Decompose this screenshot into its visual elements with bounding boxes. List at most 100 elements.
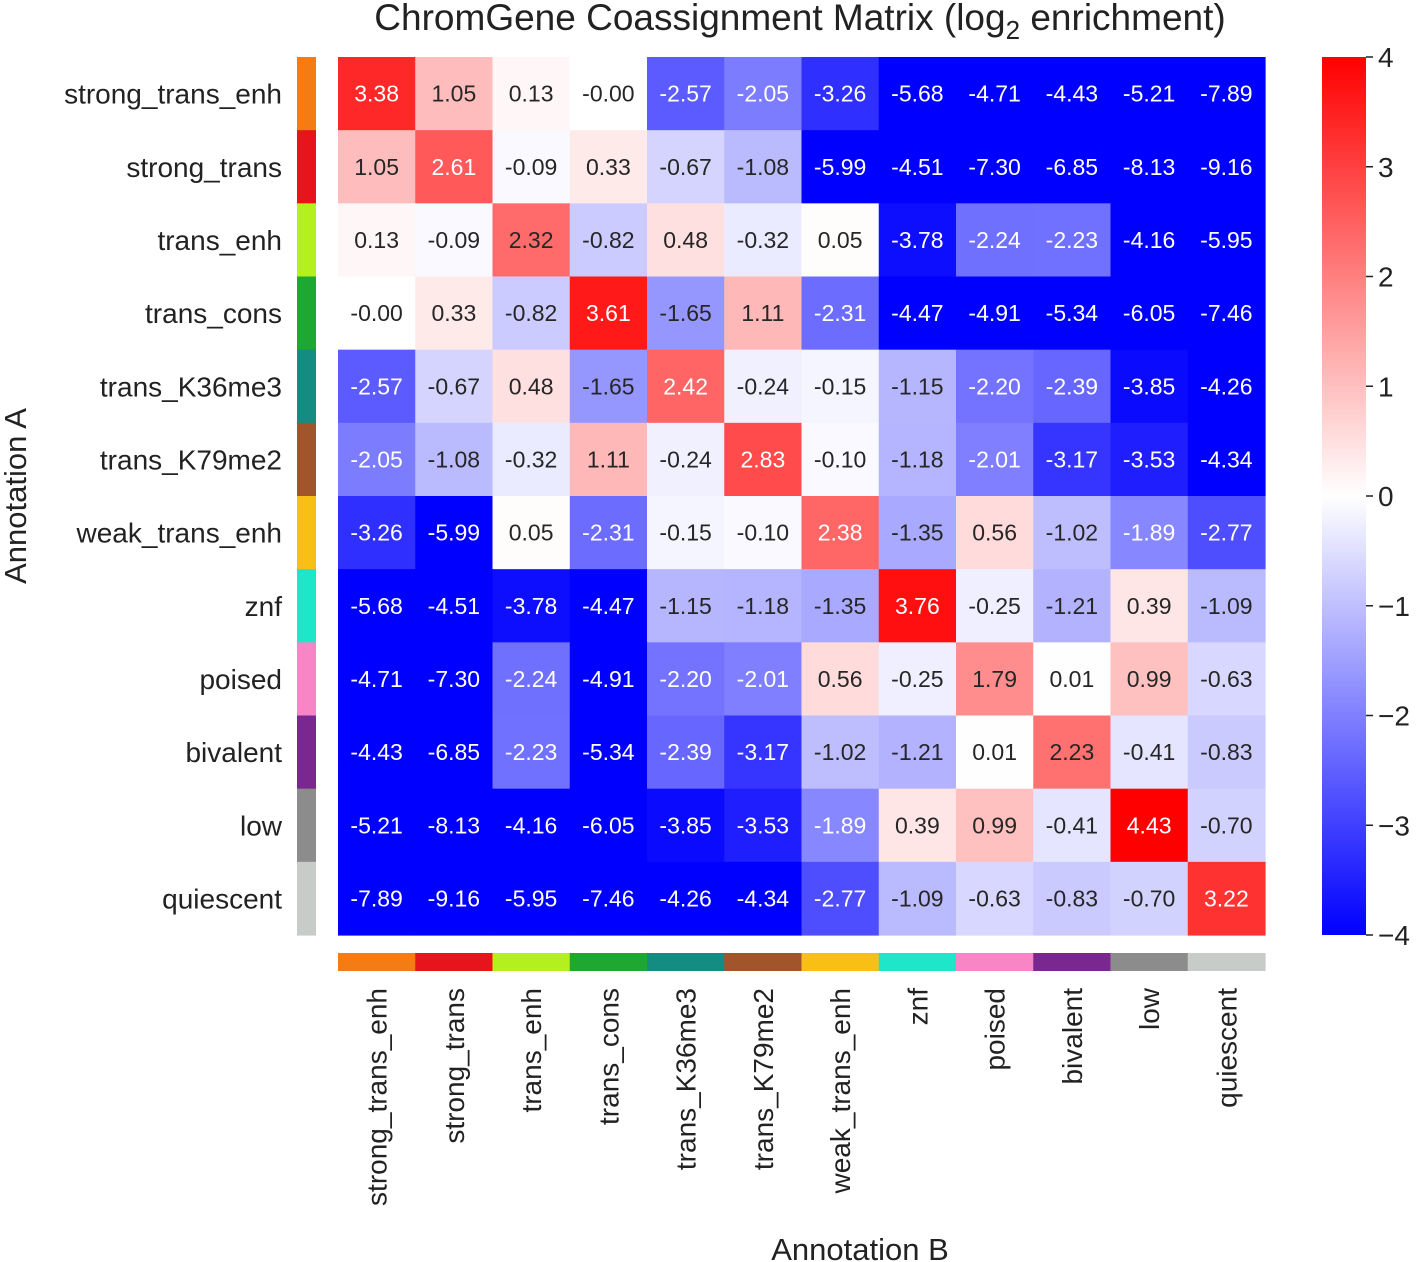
heatmap-cell xyxy=(569,715,648,790)
cell-value-label: -3.85 xyxy=(659,812,711,838)
cell-value-label: -8.13 xyxy=(1123,154,1175,180)
heatmap-cell xyxy=(956,642,1034,717)
colorbar-tick-label: 4 xyxy=(1378,42,1394,73)
cell-value-label: -2.24 xyxy=(505,666,558,692)
row-label: weak_trans_enh xyxy=(76,518,282,549)
cell-value-label: -0.41 xyxy=(1123,739,1175,765)
cell-value-label: -4.51 xyxy=(428,593,480,619)
column-annotation-swatch xyxy=(647,953,725,971)
cell-value-label: -2.24 xyxy=(968,227,1021,253)
cell-value-label: -2.57 xyxy=(350,373,402,399)
cell-value-label: 2.23 xyxy=(1049,739,1094,765)
cell-value-label: -5.95 xyxy=(1200,227,1252,253)
heatmap-cell xyxy=(1110,788,1189,863)
column-label: bivalent xyxy=(1057,988,1088,1085)
cell-value-label: 0.99 xyxy=(972,812,1017,838)
cell-value-label: 0.33 xyxy=(586,154,631,180)
cell-value-label: -2.23 xyxy=(505,739,557,765)
cell-value-label: 2.38 xyxy=(818,520,863,546)
cell-value-label: 3.38 xyxy=(354,81,399,107)
cell-value-label: -2.05 xyxy=(350,446,402,472)
heatmap-cell xyxy=(956,130,1034,204)
row-annotation-swatch xyxy=(297,788,316,863)
row-annotation-swatch xyxy=(297,276,316,351)
heatmap-cell xyxy=(492,203,571,278)
heatmap-cell xyxy=(338,57,416,131)
heatmap-cell xyxy=(1110,422,1189,497)
cell-value-label: -1.15 xyxy=(891,373,943,399)
heatmap-cell xyxy=(878,130,957,204)
heatmap-cell xyxy=(338,422,416,497)
cell-value-label: -5.21 xyxy=(1123,81,1175,107)
heatmap-cell xyxy=(801,496,880,570)
cell-value-label: -0.70 xyxy=(1123,885,1175,911)
heatmap-cell xyxy=(1110,496,1189,570)
cell-value-label: -3.17 xyxy=(737,739,789,765)
cell-value-label: -0.15 xyxy=(814,373,866,399)
cell-value-label: -4.43 xyxy=(350,739,402,765)
cell-value-label: -2.20 xyxy=(659,666,711,692)
cell-value-label: 0.48 xyxy=(663,227,708,253)
heatmap-cell xyxy=(801,788,880,863)
heatmap-cell xyxy=(956,569,1034,643)
colorbar-tick-label: −4 xyxy=(1378,920,1410,951)
cell-value-label: -5.99 xyxy=(814,154,866,180)
heatmap-cell xyxy=(569,349,648,424)
cell-value-label: -0.63 xyxy=(1200,666,1252,692)
heatmap-cell xyxy=(492,276,571,351)
column-label: trans_K79me2 xyxy=(748,988,779,1170)
cell-value-label: -1.15 xyxy=(659,593,711,619)
heatmap-cell xyxy=(569,276,648,351)
column-label: quiescent xyxy=(1211,988,1242,1108)
heatmap-cell xyxy=(878,422,957,497)
heatmap-cell xyxy=(492,57,571,131)
cell-value-label: -3.17 xyxy=(1046,446,1098,472)
cell-value-label: -3.26 xyxy=(350,520,402,546)
heatmap-cell xyxy=(724,57,803,131)
heatmap-cell xyxy=(1033,130,1112,204)
column-annotation-swatch xyxy=(1187,953,1266,971)
cell-value-label: -5.68 xyxy=(891,81,943,107)
cell-value-label: -4.16 xyxy=(1123,227,1175,253)
heatmap-cell xyxy=(1110,861,1189,936)
column-annotation-swatch xyxy=(338,953,416,971)
column-labels: strong_trans_enh strong_trans trans_enh tra… xyxy=(362,987,1243,1206)
heatmap-cell xyxy=(724,496,803,570)
cell-value-label: -5.95 xyxy=(505,885,557,911)
chart-title-main: ChromGene Coassignment Matrix (log xyxy=(374,0,1005,38)
colorbar-tick-label: −2 xyxy=(1378,701,1410,732)
cell-value-label: -0.83 xyxy=(1200,739,1252,765)
cell-value-label: 3.22 xyxy=(1204,885,1249,911)
heatmap-cell xyxy=(492,422,571,497)
cell-value-label: -7.30 xyxy=(968,154,1020,180)
heatmap-cell xyxy=(492,861,571,936)
cell-value-label: -0.24 xyxy=(737,373,790,399)
chart-title-suffix: enrichment) xyxy=(1020,0,1226,38)
heatmap-cell xyxy=(878,496,957,570)
heatmap-cell xyxy=(647,715,725,790)
heatmap-cell xyxy=(1110,276,1189,351)
heatmap-cell xyxy=(647,788,725,863)
heatmap-cell xyxy=(1187,569,1266,643)
heatmap-cell xyxy=(569,861,648,936)
cell-value-label: -6.05 xyxy=(1123,300,1175,326)
heatmap-cell xyxy=(801,276,880,351)
heatmap-cell xyxy=(647,496,725,570)
heatmap-cell xyxy=(338,276,416,351)
cell-value-label: -0.10 xyxy=(814,446,866,472)
heatmap-cell xyxy=(415,276,494,351)
row-annotation-swatch xyxy=(297,57,316,131)
heatmap-cell xyxy=(801,569,880,643)
heatmap-cell xyxy=(415,496,494,570)
heatmap-cell xyxy=(1110,203,1189,278)
cell-value-label: 2.83 xyxy=(740,446,785,472)
cell-value-label: -2.77 xyxy=(1200,520,1252,546)
cell-value-label: 0.99 xyxy=(1127,666,1172,692)
heatmap-cell xyxy=(338,788,416,863)
cell-value-label: -9.16 xyxy=(428,885,480,911)
cell-value-label: -6.85 xyxy=(428,739,480,765)
cell-value-label: -4.26 xyxy=(659,885,711,911)
heatmap-cell xyxy=(415,203,494,278)
column-annotation-swatch xyxy=(1110,953,1189,971)
heatmap-cell xyxy=(415,788,494,863)
